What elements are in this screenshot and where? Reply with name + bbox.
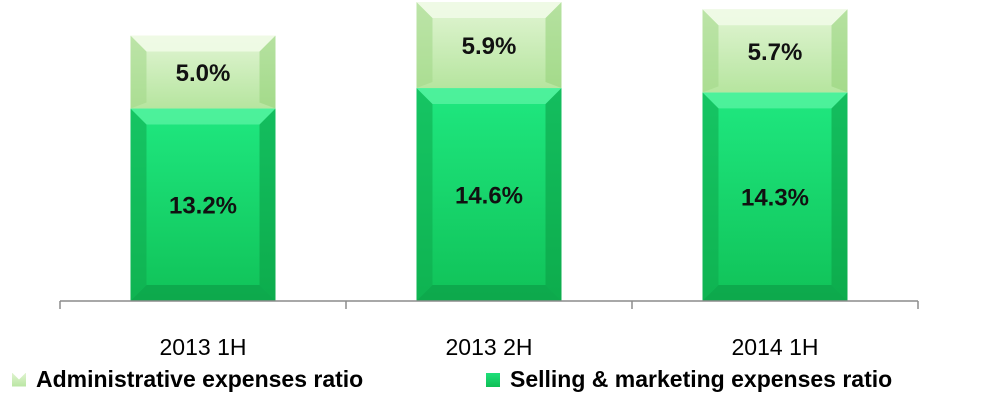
bar-administrative-3 — [702, 9, 848, 93]
legend-label-selling: Selling & marketing expenses ratio — [510, 366, 893, 392]
stacked-bar-chart: 13.2% 5.0% 14.6% 5.9% 14.3% 5.7% 2013 1H 2013 … — [59, 2, 919, 360]
bar-selling-1 — [130, 108, 276, 301]
legend-swatch-selling — [486, 372, 500, 387]
label-selling-1: 13.2% — [169, 193, 237, 220]
tick-label-3: 2014 1H — [732, 334, 819, 360]
label-administrative-2: 5.9% — [462, 33, 517, 60]
label-administrative-3: 5.7% — [748, 39, 803, 66]
bar-administrative-2 — [416, 2, 562, 89]
legend-item-selling: Selling & marketing expenses ratio — [486, 366, 892, 393]
legend: Administrative expenses ratio Selling & … — [0, 366, 981, 398]
label-selling-2: 14.6% — [455, 183, 523, 210]
tick-label-1: 2013 1H — [160, 334, 247, 360]
bar-selling-2 — [416, 88, 562, 302]
legend-item-administrative: Administrative expenses ratio — [12, 366, 363, 393]
label-administrative-1: 5.0% — [176, 60, 231, 87]
legend-label-administrative: Administrative expenses ratio — [36, 366, 364, 392]
bar-administrative-1 — [130, 35, 276, 109]
tick-label-2: 2013 2H — [446, 334, 533, 360]
bar-selling-3 — [702, 92, 848, 302]
legend-swatch-administrative — [12, 372, 26, 387]
label-selling-3: 14.3% — [741, 185, 809, 212]
